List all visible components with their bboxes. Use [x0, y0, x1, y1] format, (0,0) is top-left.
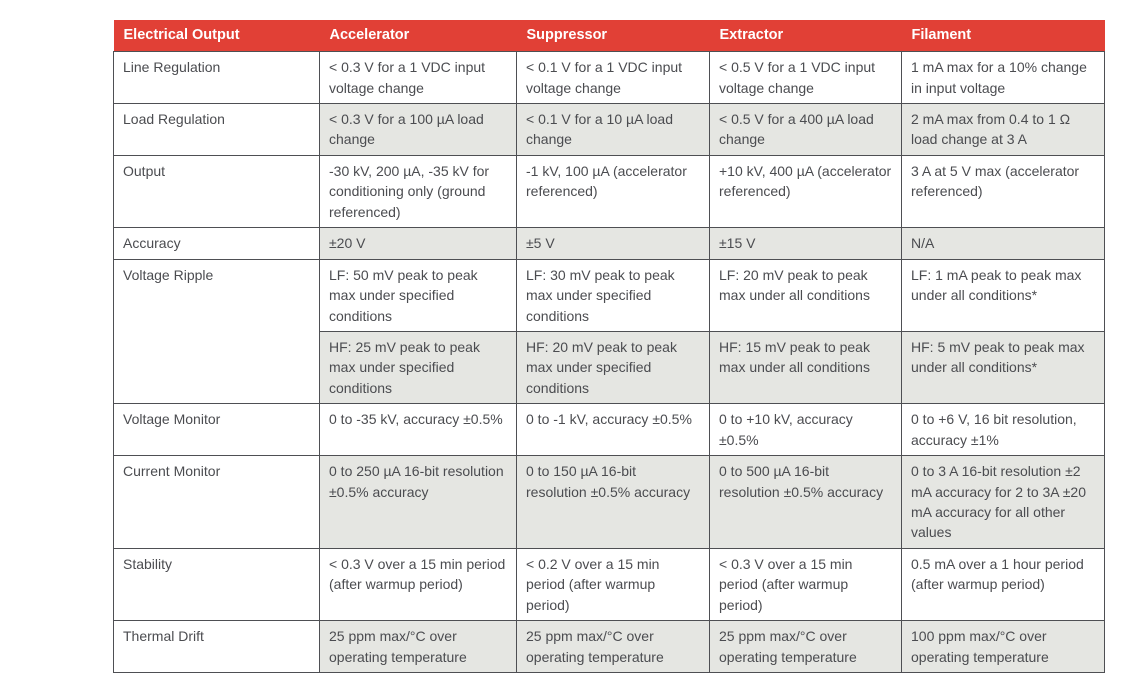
row-thermal-drift: Thermal Drift 25 ppm max/°C over operati… — [113, 620, 1105, 674]
spec-cell-extractor: 25 ppm max/°C over operating temperature — [709, 620, 902, 674]
column-header-extractor: Extractor — [709, 20, 902, 52]
spec-cell-suppressor: LF: 30 mV peak to peak max under specifi… — [516, 258, 710, 332]
spec-cell-filament: N/A — [901, 227, 1105, 260]
row-current-monitor: Current Monitor 0 to 250 µA 16-bit resol… — [113, 455, 1105, 549]
header-row: Electrical Output Accelerator Suppressor… — [113, 20, 1105, 52]
row-voltage-ripple-hf: HF: 25 mV peak to peak max under specifi… — [114, 330, 1105, 405]
spec-cell-filament: 0.5 mA over a 1 hour period (after warmu… — [901, 547, 1105, 622]
spec-cell-suppressor: < 0.1 V for a 1 VDC input voltage change — [516, 51, 710, 105]
row-voltage-ripple-lf: Voltage Ripple LF: 50 mV peak to peak ma… — [113, 258, 1105, 405]
spec-cell-filament: 3 A at 5 V max (accelerator referenced) — [901, 154, 1105, 229]
spec-cell-suppressor: 25 ppm max/°C over operating temperature — [516, 620, 710, 674]
spec-cell-extractor: < 0.5 V for a 400 µA load change — [709, 103, 902, 156]
spec-cell-accelerator: 0 to 250 µA 16-bit resolution ±0.5% accu… — [319, 455, 517, 549]
spec-cell-suppressor: ±5 V — [516, 227, 710, 260]
row-label: Line Regulation — [113, 51, 320, 105]
row-voltage-monitor: Voltage Monitor 0 to -35 kV, accuracy ±0… — [113, 403, 1105, 457]
spec-cell-accelerator: -30 kV, 200 µA, -35 kV for conditioning … — [319, 154, 517, 229]
spec-cell-filament: 0 to 3 A 16-bit resolution ±2 mA accurac… — [901, 455, 1105, 549]
spec-cell-suppressor: < 0.2 V over a 15 min period (after warm… — [516, 547, 710, 622]
spec-cell-filament: 0 to +6 V, 16 bit resolution, accuracy ±… — [901, 403, 1105, 457]
row-output: Output -30 kV, 200 µA, -35 kV for condit… — [113, 154, 1105, 229]
row-label: Current Monitor — [113, 455, 320, 549]
spec-cell-suppressor: -1 kV, 100 µA (accelerator referenced) — [516, 154, 710, 229]
row-label: Thermal Drift — [113, 620, 320, 674]
spec-cell-suppressor: < 0.1 V for a 10 µA load change — [516, 103, 710, 156]
spec-cell-filament: HF: 5 mV peak to peak max under all cond… — [901, 330, 1105, 405]
spec-cell-extractor: LF: 20 mV peak to peak max under all con… — [709, 258, 902, 332]
row-line-regulation: Line Regulation < 0.3 V for a 1 VDC inpu… — [113, 51, 1105, 105]
spec-cell-suppressor: HF: 20 mV peak to peak max under specifi… — [516, 330, 710, 405]
spec-cell-accelerator: 0 to -35 kV, accuracy ±0.5% — [319, 403, 517, 457]
spec-cell-filament: LF: 1 mA peak to peak max under all cond… — [901, 258, 1105, 332]
spec-cell-accelerator: HF: 25 mV peak to peak max under specifi… — [319, 330, 517, 405]
spec-cell-suppressor: 0 to 150 µA 16-bit resolution ±0.5% accu… — [516, 455, 710, 549]
spec-cell-accelerator: < 0.3 V for a 100 µA load change — [319, 103, 517, 156]
spec-cell-extractor: 0 to 500 µA 16-bit resolution ±0.5% accu… — [709, 455, 902, 549]
row-load-regulation: Load Regulation < 0.3 V for a 100 µA loa… — [113, 103, 1105, 156]
electrical-output-spec-table: Electrical Output Accelerator Suppressor… — [113, 20, 1105, 674]
row-label: Voltage Ripple — [113, 258, 320, 405]
spec-cell-extractor: +10 kV, 400 µA (accelerator referenced) — [709, 154, 902, 229]
spec-cell-accelerator: ±20 V — [319, 227, 517, 260]
spec-cell-filament: 1 mA max for a 10% change in input volta… — [901, 51, 1105, 105]
row-label: Accuracy — [113, 227, 320, 260]
spec-cell-extractor: HF: 15 mV peak to peak max under all con… — [709, 330, 902, 405]
column-header-suppressor: Suppressor — [516, 20, 710, 52]
spec-cell-filament: 2 mA max from 0.4 to 1 Ω load change at … — [901, 103, 1105, 156]
row-accuracy: Accuracy ±20 V ±5 V ±15 V N/A — [113, 227, 1105, 260]
spec-cell-extractor: ±15 V — [709, 227, 902, 260]
spec-cell-filament: 100 ppm max/°C over operating temperatur… — [901, 620, 1105, 674]
spec-cell-accelerator: 25 ppm max/°C over operating temperature — [319, 620, 517, 674]
row-label: Load Regulation — [113, 103, 320, 156]
spec-cell-extractor: < 0.3 V over a 15 min period (after warm… — [709, 547, 902, 622]
spec-cell-accelerator: LF: 50 mV peak to peak max under specifi… — [319, 258, 517, 332]
spec-cell-accelerator: < 0.3 V for a 1 VDC input voltage change — [319, 51, 517, 105]
row-label: Stability — [113, 547, 320, 622]
row-stability: Stability < 0.3 V over a 15 min period (… — [113, 547, 1105, 622]
column-header-filament: Filament — [901, 20, 1105, 52]
row-label: Output — [113, 154, 320, 229]
column-header-electrical-output: Electrical Output — [113, 20, 320, 52]
spec-cell-extractor: < 0.5 V for a 1 VDC input voltage change — [709, 51, 902, 105]
row-label: Voltage Monitor — [113, 403, 320, 457]
spec-cell-suppressor: 0 to -1 kV, accuracy ±0.5% — [516, 403, 710, 457]
column-header-accelerator: Accelerator — [319, 20, 517, 52]
spec-cell-accelerator: < 0.3 V over a 15 min period (after warm… — [319, 547, 517, 622]
spec-cell-extractor: 0 to +10 kV, accuracy ±0.5% — [709, 403, 902, 457]
